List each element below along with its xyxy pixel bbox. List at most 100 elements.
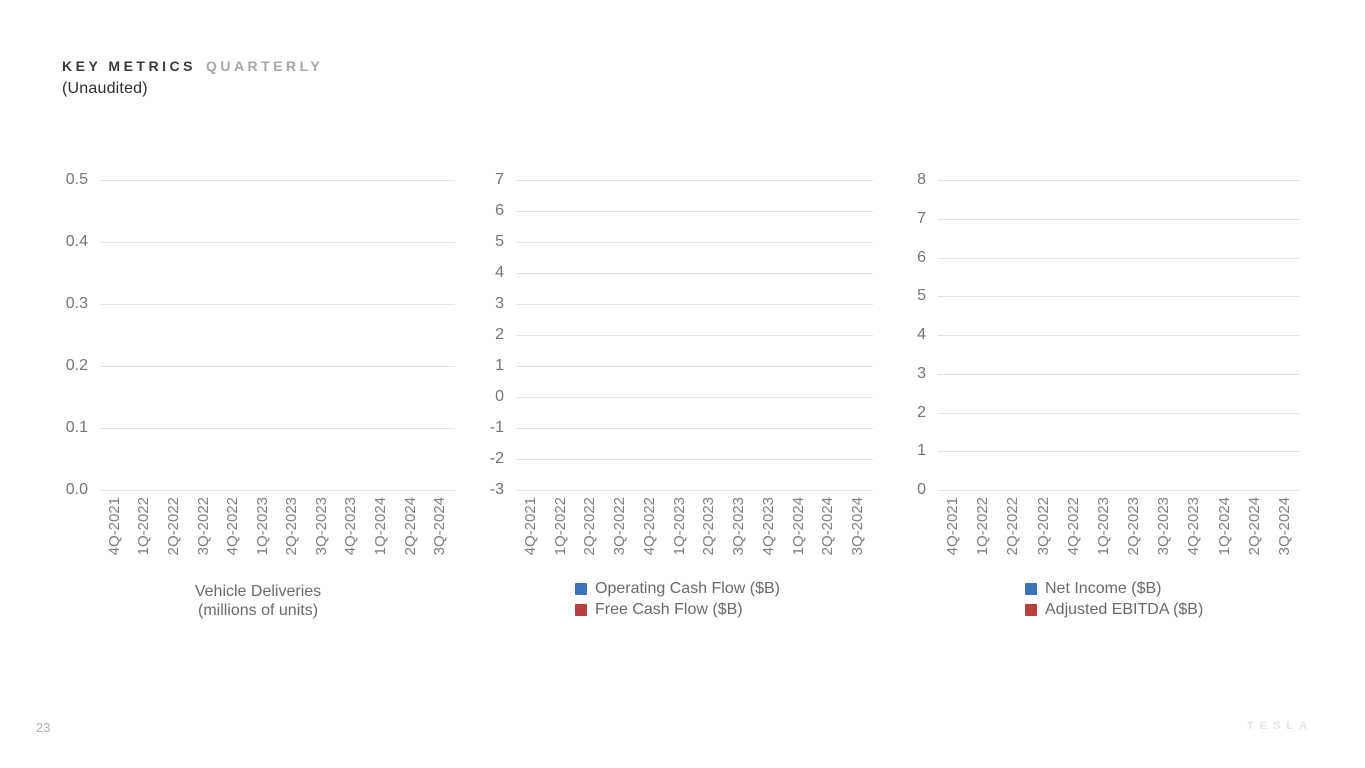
- y-tick-label: 0.0: [65, 481, 88, 498]
- x-tick-label: 4Q-2022: [641, 497, 658, 556]
- cash-flow-chart: 7 6 5 4 3 2 1 0 -1 -2 -3 4Q-2021 1Q-2022 2Q-2022 3Q-20…: [490, 171, 873, 555]
- page-title: KEY METRICS QUARTERLY: [62, 58, 323, 74]
- x-tick-label: 2Q-2023: [700, 497, 717, 556]
- gridline: [100, 242, 455, 243]
- profitability-chart: 8 7 6 5 4 3 2 1 0 4Q-2021 1Q-2022 2Q-2022 3Q-2022 4Q-…: [917, 171, 1300, 555]
- x-tick-label: 3Q-2023: [1155, 497, 1172, 556]
- y-tick-label: 7: [917, 210, 926, 227]
- x-tick-label: 2Q-2022: [1004, 497, 1021, 556]
- legend-swatch: [575, 604, 587, 616]
- x-tick-label: 3Q-2024: [849, 497, 866, 556]
- gridline: [938, 490, 1300, 491]
- legend-entry: Adjusted EBITDA ($B): [1025, 600, 1203, 620]
- y-tick-label: -1: [489, 419, 504, 436]
- legend-entry: Operating Cash Flow ($B): [575, 579, 780, 599]
- gridline: [938, 451, 1300, 452]
- y-tick-label: -2: [489, 450, 504, 467]
- x-tick-label: 2Q-2024: [819, 497, 836, 556]
- y-tick-label: 0.2: [65, 357, 88, 374]
- gridline: [100, 304, 455, 305]
- gridline: [938, 374, 1300, 375]
- x-tick-label: 1Q-2022: [552, 497, 569, 556]
- legend-swatch: [1025, 604, 1037, 616]
- page-title-secondary: QUARTERLY: [205, 58, 324, 74]
- page-subtitle: (Unaudited): [62, 80, 148, 97]
- y-tick-label: 1: [917, 442, 926, 459]
- x-tick-label: 3Q-2022: [611, 497, 628, 556]
- gridline: [938, 335, 1300, 336]
- legend-entry: Net Income ($B): [1025, 579, 1203, 599]
- x-tick-label: 1Q-2024: [790, 497, 807, 556]
- y-tick-label: 0.3: [65, 295, 88, 312]
- y-tick-label: 1: [495, 357, 504, 374]
- gridline: [516, 366, 873, 367]
- x-tick-label: 2Q-2024: [402, 497, 419, 556]
- x-tick-label: 3Q-2024: [1276, 497, 1293, 556]
- gridline: [100, 366, 455, 367]
- y-tick-label: 5: [917, 287, 926, 304]
- x-tick-label: 1Q-2024: [1216, 497, 1233, 556]
- x-tick-label: 3Q-2023: [313, 497, 330, 556]
- x-tick-label: 2Q-2023: [1125, 497, 1142, 556]
- legend-label: Adjusted EBITDA ($B): [1045, 601, 1204, 618]
- x-tick-label: 3Q-2022: [195, 497, 212, 556]
- vehicle-deliveries-chart: 0.5 0.4 0.3 0.2 0.1 0.0 4Q-2021 1Q-2022 2Q-2022 3…: [66, 171, 455, 555]
- gridline: [516, 397, 873, 398]
- gridline: [516, 211, 873, 212]
- page-title-primary: KEY METRICS: [62, 58, 196, 74]
- vehicle-deliveries-legend: Vehicle Deliveries (millions of units): [195, 582, 321, 620]
- gridline: [516, 304, 873, 305]
- x-tick-label: 1Q-2024: [372, 497, 389, 556]
- legend-label: Net Income ($B): [1045, 580, 1162, 597]
- y-tick-label: 0.1: [65, 419, 88, 436]
- gridline: [516, 490, 873, 491]
- gridline: [516, 459, 873, 460]
- legend-label: Free Cash Flow ($B): [595, 601, 743, 618]
- x-tick-label: 2Q-2022: [165, 497, 182, 556]
- y-tick-label: 6: [917, 249, 926, 266]
- x-tick-label: 1Q-2023: [1095, 497, 1112, 556]
- legend-swatch: [575, 583, 587, 595]
- x-tick-label: 1Q-2023: [254, 497, 271, 556]
- y-tick-label: 6: [495, 202, 504, 219]
- y-tick-label: 3: [495, 295, 504, 312]
- legend-line: (millions of units): [197, 602, 319, 619]
- x-tick-label: 4Q-2021: [106, 497, 123, 556]
- page-number: 23: [36, 720, 51, 735]
- legend-line: Vehicle Deliveries: [194, 583, 322, 600]
- y-tick-label: 5: [495, 233, 504, 250]
- gridline: [516, 242, 873, 243]
- x-tick-label: 2Q-2024: [1246, 497, 1263, 556]
- x-tick-label: 1Q-2022: [974, 497, 991, 556]
- x-tick-label: 2Q-2023: [283, 497, 300, 556]
- legend-label: Operating Cash Flow ($B): [595, 580, 780, 597]
- gridline: [516, 335, 873, 336]
- y-tick-label: 0.4: [65, 233, 88, 250]
- gridline: [938, 413, 1300, 414]
- tesla-logo: TESLA: [1247, 720, 1314, 732]
- y-tick-label: 8: [917, 171, 926, 188]
- gridline: [516, 273, 873, 274]
- gridline: [938, 258, 1300, 259]
- x-tick-label: 3Q-2022: [1035, 497, 1052, 556]
- x-tick-label: 4Q-2023: [1185, 497, 1202, 556]
- profitability-legend: Net Income ($B) Adjusted EBITDA ($B): [1025, 579, 1203, 620]
- gridline: [938, 219, 1300, 220]
- gridline: [938, 296, 1300, 297]
- x-tick-label: 4Q-2022: [224, 497, 241, 556]
- x-tick-label: 4Q-2021: [522, 497, 539, 556]
- x-tick-label: 4Q-2021: [944, 497, 961, 556]
- y-tick-label: 4: [917, 326, 926, 343]
- y-tick-label: 2: [917, 404, 926, 421]
- y-tick-label: 0.5: [65, 171, 88, 188]
- gridline: [100, 428, 455, 429]
- y-tick-label: 0: [917, 481, 926, 498]
- x-tick-label: 2Q-2022: [581, 497, 598, 556]
- gridline: [100, 180, 455, 181]
- y-tick-label: 4: [495, 264, 504, 281]
- x-tick-label: 4Q-2023: [760, 497, 777, 556]
- y-tick-label: 2: [495, 326, 504, 343]
- legend-swatch: [1025, 583, 1037, 595]
